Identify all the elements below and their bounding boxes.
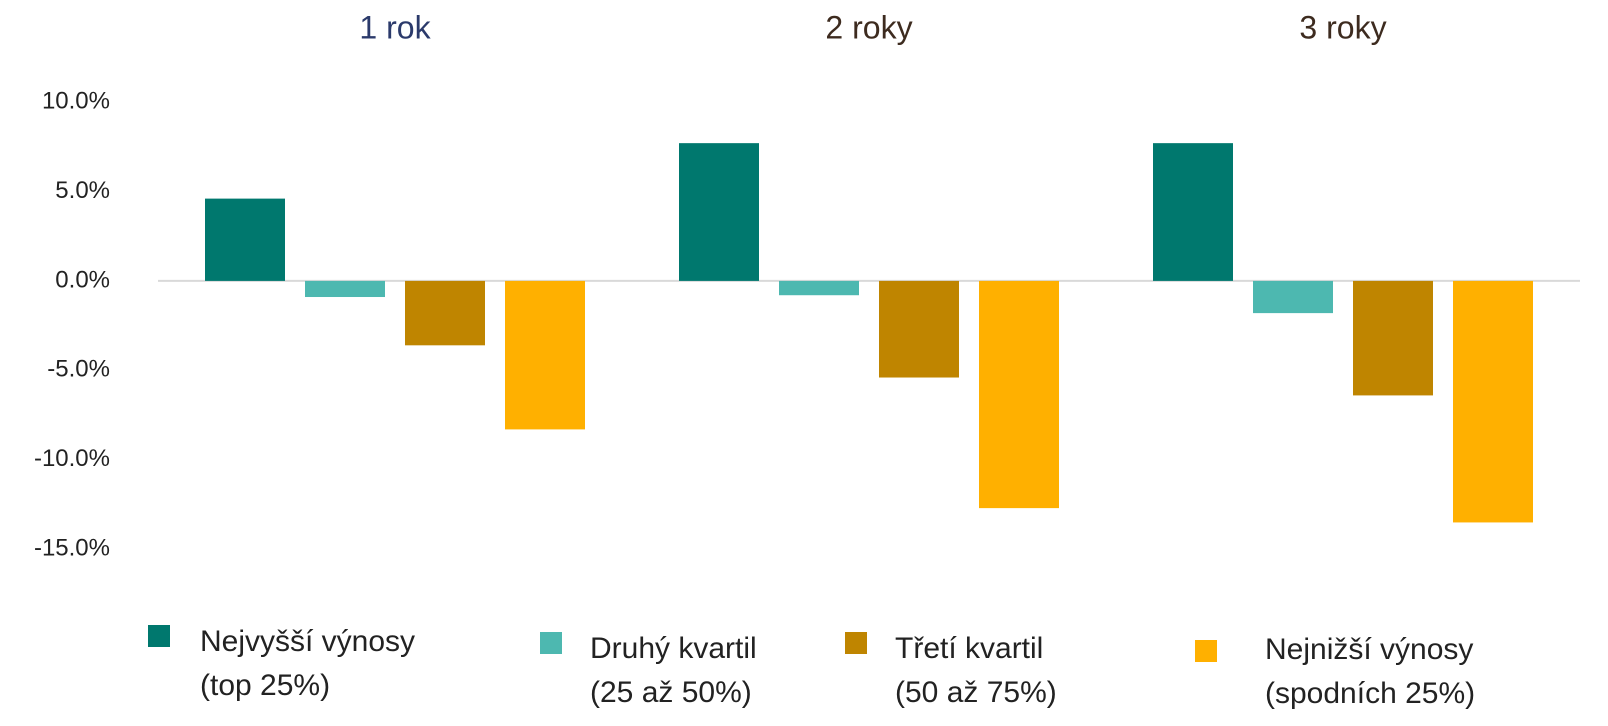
bar — [205, 198, 285, 281]
legend-label: Nejvyšší výnosy (top 25%) — [200, 625, 416, 702]
bar — [405, 280, 485, 346]
legend-swatch — [540, 632, 562, 654]
category-label: 2 roky — [825, 9, 912, 45]
bar — [1453, 280, 1533, 523]
bar — [1153, 143, 1233, 281]
y-tick-label: -5.0% — [47, 356, 110, 383]
y-tick-label: -15.0% — [34, 535, 110, 562]
legend-swatch — [148, 625, 170, 647]
legend-label: Nejnižší výnosy (spodních 25%) — [1265, 633, 1476, 710]
bar — [879, 280, 959, 378]
bar — [779, 280, 859, 296]
legend-label: Třetí kvartil (50 až 75%) — [895, 632, 1057, 709]
y-tick-label: 10.0% — [42, 87, 110, 114]
y-tick-label: 5.0% — [55, 177, 110, 204]
legend-swatch — [845, 632, 867, 654]
y-tick-label: 0.0% — [55, 266, 110, 293]
bar — [305, 280, 385, 298]
legend-label: Druhý kvartil (25 až 50%) — [590, 632, 757, 709]
legend-swatch — [1195, 640, 1217, 662]
category-label: 3 roky — [1299, 9, 1386, 45]
category-label: 1 rok — [359, 9, 431, 45]
bar — [979, 280, 1059, 509]
bar — [1353, 280, 1433, 396]
bar — [1253, 280, 1333, 314]
y-tick-label: -10.0% — [34, 445, 110, 472]
bar — [505, 280, 585, 430]
bar — [679, 143, 759, 281]
